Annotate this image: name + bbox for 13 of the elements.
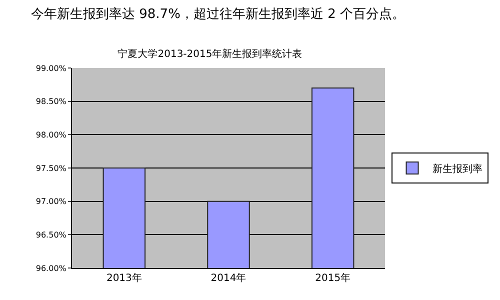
y-tick-label: 99.00% [36,64,67,73]
chart-title: 宁夏大学2013-2015年新生报到率统计表 [118,48,302,60]
y-tick-label: 96.00% [36,264,67,273]
y-tick-label: 97.00% [36,197,67,206]
y-tick-label: 98.50% [36,97,67,106]
text: 今年新生报到率达 98.7%，超过往年新生报到率近 2 个百分点。 [31,6,405,22]
y-tick-label: 97.50% [36,164,67,173]
legend-label: 新生报到率 [432,162,482,175]
x-tick-label: 2015年 [315,272,351,284]
x-tick-label: 2013年 [106,272,142,284]
x-tick-label: 2014年 [210,272,246,284]
y-tick-label: 98.00% [36,130,67,140]
y-tick-label: 96.50% [36,230,67,240]
